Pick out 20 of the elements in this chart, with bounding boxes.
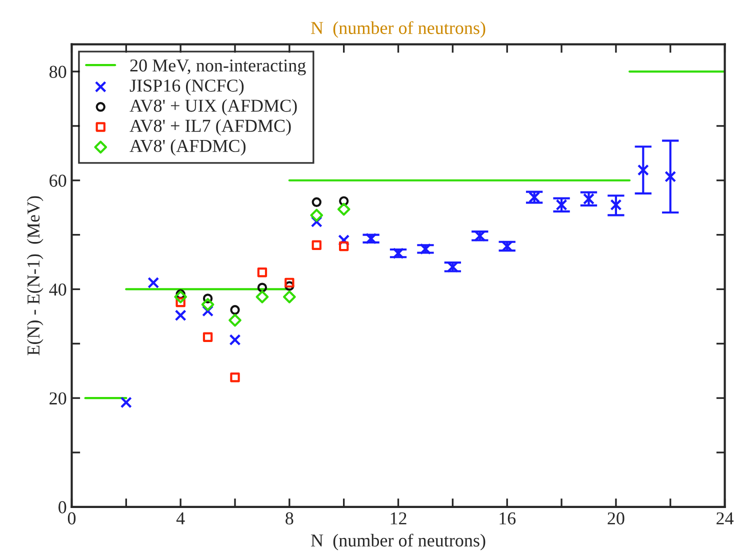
legend-label: AV8' + UIX (AFDMC)	[130, 99, 297, 116]
x-tick-label: 8	[286, 512, 294, 524]
y-tick-label: 0	[58, 501, 66, 514]
x-tick-label: 16	[500, 512, 516, 524]
x-tick-label: 20	[608, 512, 624, 524]
x-tick-label: 24	[716, 512, 734, 524]
legend-label: AV8' (AFDMC)	[130, 139, 246, 156]
x2-axis-title: N (number of neutrons)	[311, 21, 486, 38]
y-tick-label: 40	[49, 283, 66, 296]
x-tick-label: 0	[68, 512, 76, 524]
legend-label: AV8' + IL7 (AFDMC)	[130, 119, 291, 136]
x-axis-title: N (number of neutrons)	[311, 534, 486, 550]
y-tick-label: 20	[50, 392, 66, 405]
x-tick-label: 12	[390, 512, 406, 524]
x-tick-label: 4	[176, 512, 185, 524]
legend-label: JISP16 (NCFC)	[130, 79, 244, 96]
y-tick-label: 80	[49, 66, 66, 78]
y-axis-title: E(N) - E(N-1) (MeV)	[26, 196, 44, 356]
y-tick-label: 60	[50, 174, 66, 187]
legend-label: 20 MeV, non-interacting	[130, 59, 306, 76]
